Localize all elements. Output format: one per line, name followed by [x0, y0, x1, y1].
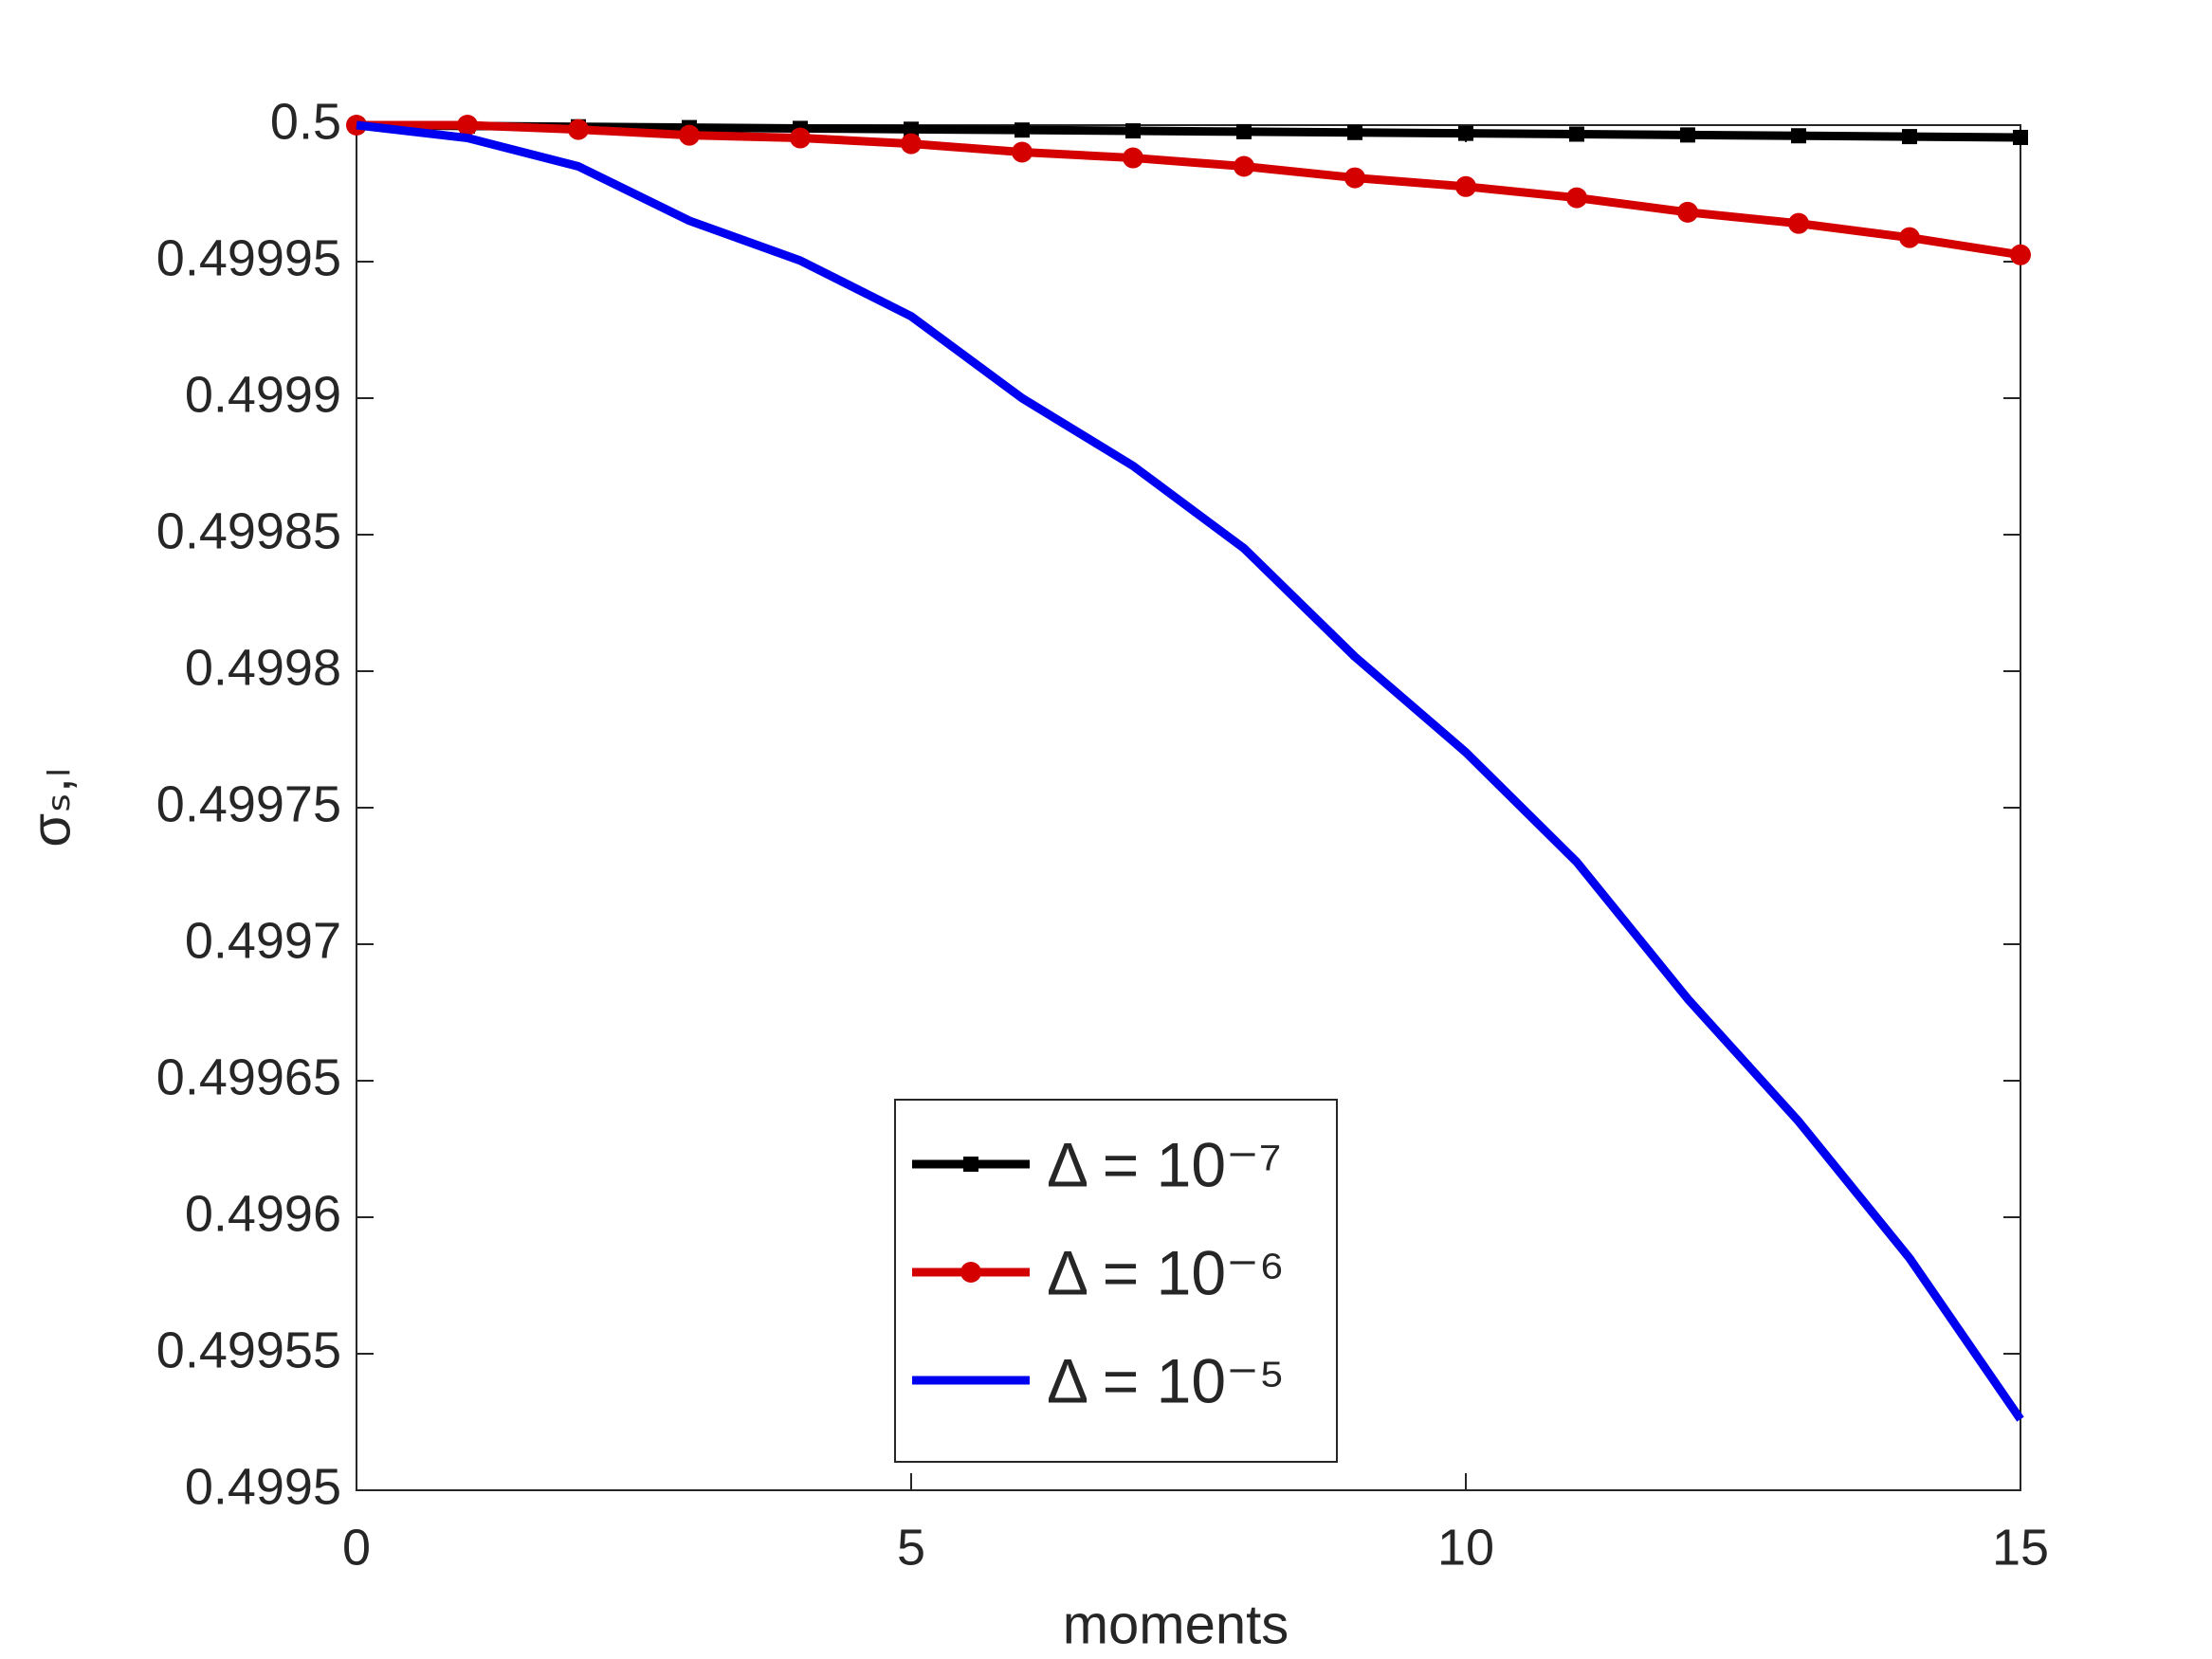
marker [1677, 201, 1698, 223]
x-tick-label: 0 [342, 1519, 371, 1576]
marker [790, 127, 811, 149]
marker [1569, 126, 1584, 142]
marker [1015, 122, 1030, 138]
marker [963, 1157, 978, 1172]
y-tick-label: 0.4996 [185, 1185, 341, 1242]
marker [1791, 128, 1806, 144]
marker [1236, 123, 1252, 139]
y-tick-label: 0.4998 [185, 639, 341, 696]
marker [2013, 129, 2028, 145]
line [356, 120, 2024, 1422]
marker [960, 1262, 981, 1283]
marker [1455, 175, 1476, 197]
marker [1458, 125, 1473, 141]
marker [1344, 167, 1365, 189]
marker [901, 133, 922, 155]
y-tick-label: 0.4995 [185, 1458, 341, 1515]
marker [1347, 124, 1362, 140]
marker [1234, 155, 1254, 177]
marker [1788, 212, 1809, 234]
legend-label: Δ = 10⁻⁷ [1047, 1129, 1282, 1199]
marker [1566, 187, 1587, 209]
x-tick-label: 5 [897, 1519, 925, 1576]
marker [568, 118, 589, 140]
y-tick-label: 0.49995 [156, 229, 341, 286]
y-tick-label: 0.49975 [156, 775, 341, 832]
marker [2010, 244, 2031, 265]
line [356, 120, 2021, 142]
marker [1899, 227, 1920, 248]
x-axis-label: moments [1063, 1594, 1289, 1655]
y-tick-label: 0.4997 [185, 912, 341, 969]
marker [1123, 147, 1143, 169]
x-tick-label: 10 [1437, 1519, 1494, 1576]
marker [904, 121, 919, 137]
y-tick-label: 0.49955 [156, 1322, 341, 1378]
marker [457, 115, 478, 136]
marker [679, 124, 700, 146]
marker [1012, 141, 1033, 163]
x-tick-label: 15 [1992, 1519, 2049, 1576]
y-axis-label: σₛ,ₗ [20, 768, 82, 847]
line [356, 120, 2021, 260]
y-tick-label: 0.5 [270, 93, 341, 150]
marker [1680, 127, 1695, 143]
marker [1125, 123, 1141, 139]
legend-label: Δ = 10⁻⁶ [1047, 1237, 1285, 1307]
y-tick-label: 0.49965 [156, 1048, 341, 1105]
y-tick-label: 0.49985 [156, 502, 341, 559]
y-tick-label: 0.4999 [185, 366, 341, 423]
marker [1902, 129, 1917, 145]
legend-label: Δ = 10⁻⁵ [1047, 1345, 1285, 1415]
